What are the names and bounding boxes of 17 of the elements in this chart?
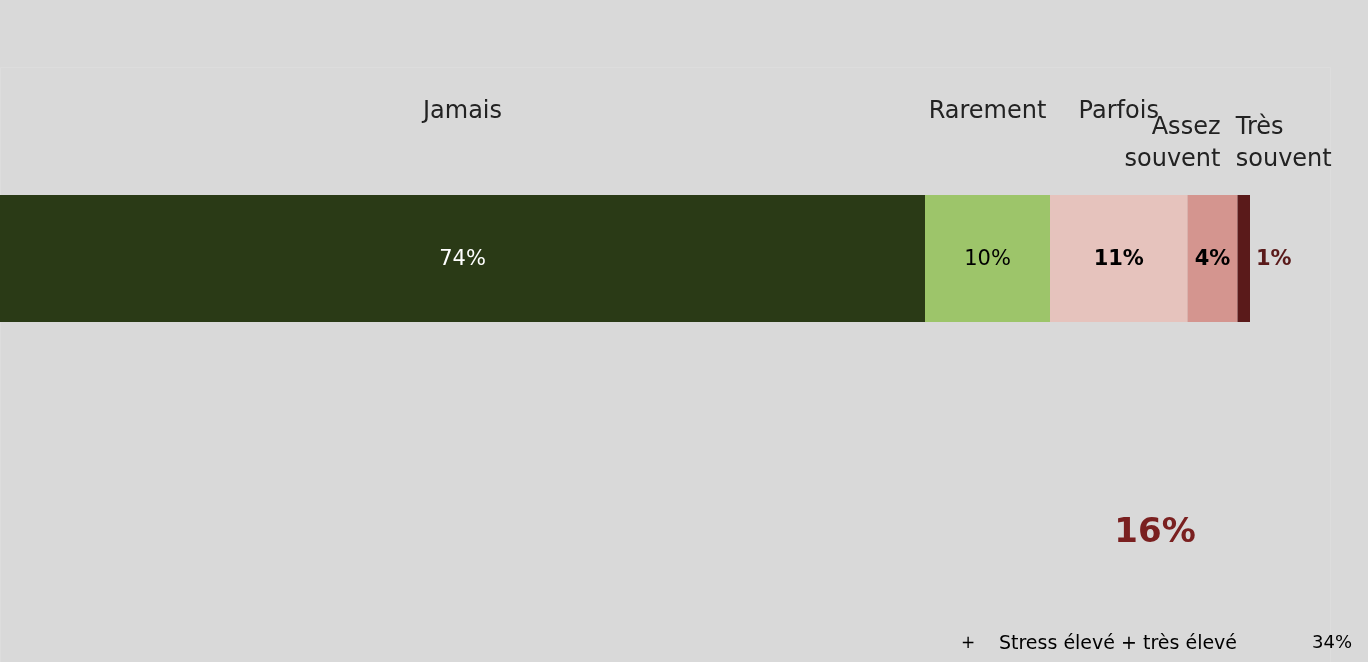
data-label: 11%: [1093, 245, 1144, 270]
bar: [925, 195, 1050, 322]
text: 34%: [1311, 631, 1353, 652]
bar: [1187, 195, 1238, 322]
data-label: 1%: [1256, 245, 1292, 270]
text: Jamais: [420, 96, 503, 124]
bar: [1050, 195, 1188, 322]
data-label: 4%: [1194, 245, 1231, 270]
data-label: 74%: [439, 245, 486, 270]
bar: [0, 195, 925, 322]
text: 16%: [1114, 510, 1196, 550]
text: Rarement: [928, 96, 1047, 124]
text: Stress élevé + très élevé: [998, 631, 1238, 653]
bar: [1237, 195, 1250, 322]
series-label: Très souvent: [1234, 112, 1332, 172]
data-label: 10%: [964, 245, 1011, 270]
text: +: [960, 632, 976, 652]
